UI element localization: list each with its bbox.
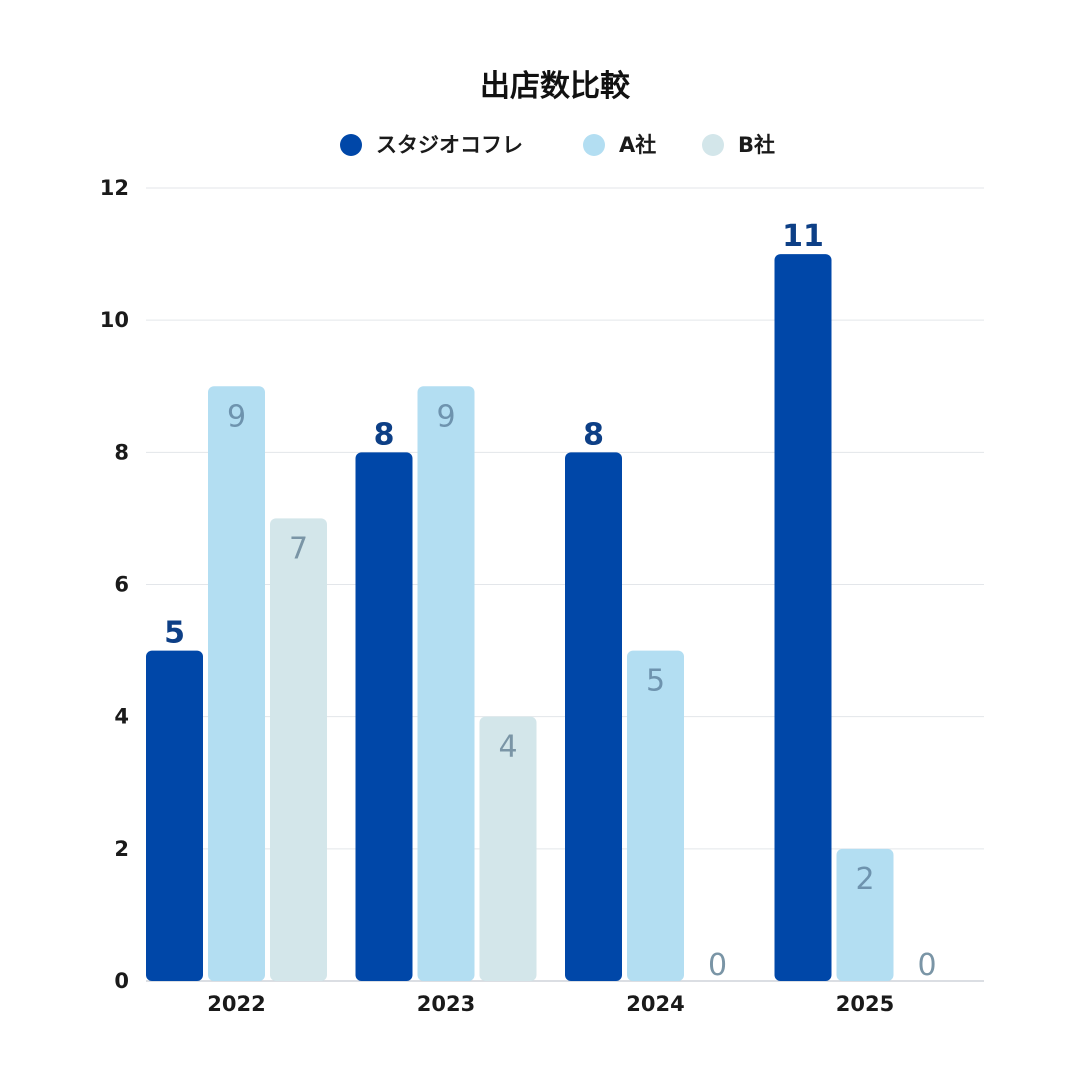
data-label-2025-series-2: 0	[917, 948, 936, 983]
bar-2022-series-1	[208, 386, 265, 981]
data-label-2024-series-0: 8	[583, 417, 604, 452]
bar-2022-series-0	[146, 650, 203, 981]
bar-2022-series-2	[270, 518, 327, 981]
bar-2023-series-2	[479, 716, 537, 981]
data-label-2024-series-1: 5	[646, 664, 665, 699]
legend-swatch-series-2	[702, 134, 724, 156]
y-tick-label: 0	[114, 969, 129, 993]
data-label-2023-series-2: 4	[498, 730, 517, 765]
x-tick-label: 2025	[836, 992, 894, 1016]
data-label-2025-series-0: 11	[782, 219, 824, 254]
legend-label-series-2: B社	[738, 133, 775, 157]
legend-swatch-series-1	[583, 134, 605, 156]
x-tick-label: 2022	[207, 992, 265, 1016]
legend-label-series-1: A社	[619, 133, 656, 157]
x-tick-label: 2023	[417, 992, 475, 1016]
bars	[146, 254, 894, 982]
bar-2025-series-1	[836, 848, 894, 981]
legend-swatch-series-0	[340, 134, 362, 156]
data-label-2022-series-0: 5	[164, 616, 185, 651]
legend-label-series-0: スタジオコフレ	[376, 133, 523, 157]
y-tick-label: 6	[114, 573, 129, 597]
data-label-2025-series-1: 2	[855, 862, 874, 897]
bar-2023-series-0	[355, 452, 413, 981]
bar-2024-series-0	[565, 452, 622, 981]
y-tick-label: 2	[114, 837, 129, 861]
data-label-2022-series-1: 9	[227, 399, 246, 434]
data-label-2023-series-0: 8	[374, 417, 395, 452]
x-axis: 2022 2023 2024 2025	[207, 992, 894, 1016]
x-tick-label: 2024	[626, 992, 684, 1016]
bar-2025-series-0	[774, 254, 832, 982]
chart-title: 出店数比較	[480, 69, 631, 104]
data-label-2024-series-2: 0	[708, 948, 727, 983]
data-labels: 5 9 7 8 9 4 8 5 0 11 2 0	[164, 219, 936, 983]
legend: スタジオコフレ A社 B社	[340, 133, 775, 157]
bar-2024-series-1	[627, 650, 684, 981]
y-axis: 0 2 4 6 8 10 12	[100, 176, 129, 993]
data-label-2022-series-2: 7	[289, 531, 308, 566]
y-tick-label: 8	[114, 440, 129, 464]
y-tick-label: 10	[100, 308, 129, 332]
y-tick-label: 12	[100, 176, 129, 200]
bar-2023-series-1	[417, 386, 475, 981]
data-label-2023-series-1: 9	[436, 399, 455, 434]
y-tick-label: 4	[114, 705, 129, 729]
